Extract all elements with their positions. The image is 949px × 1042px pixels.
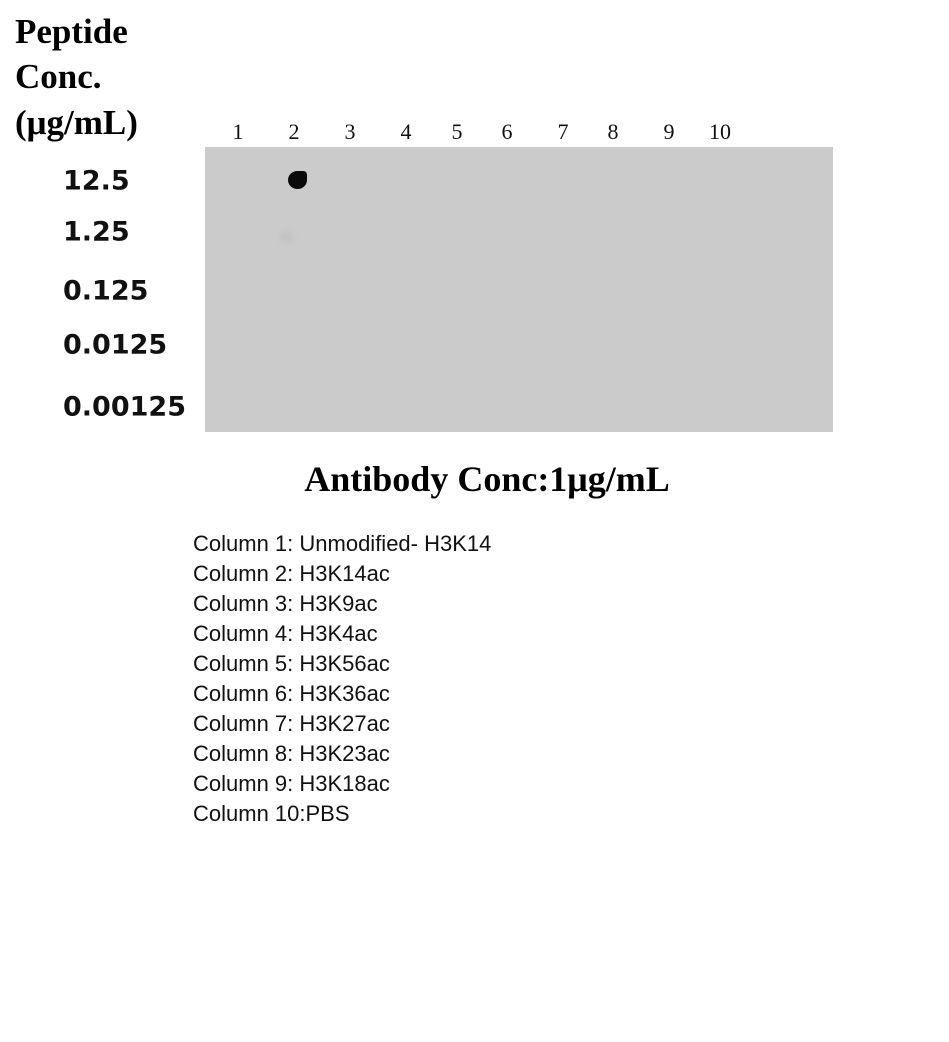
signal-dot [288,171,307,189]
antibody-concentration-title: Antibody Conc:1μg/mL [304,459,670,499]
legend-item: Column 8: H3K23ac [193,741,390,766]
row-label: 0.0125 [63,329,168,361]
header-line-1: Peptide [15,12,128,51]
legend-item: Column 4: H3K4ac [193,621,378,646]
column-label: 8 [607,119,619,144]
column-label: 1 [232,119,244,144]
column-label: 6 [501,119,513,144]
faint-signal-dot [279,231,293,243]
column-label: 2 [288,119,300,144]
row-label: 12.5 [63,165,130,197]
column-label: 3 [344,119,356,144]
column-legend: Column 1: Unmodified- H3K14 Column 2: H3… [193,529,491,829]
legend-item: Column 3: H3K9ac [193,591,378,616]
column-label: 5 [451,119,463,144]
row-label: 0.00125 [63,391,186,423]
column-label: 10 [709,119,731,144]
header-line-2: Conc. [15,57,102,96]
row-label: 1.25 [63,216,130,248]
column-label: 9 [663,119,675,144]
legend-item: Column 5: H3K56ac [193,651,390,676]
blot-membrane [205,147,833,432]
legend-item: Column 7: H3K27ac [193,711,390,736]
column-label: 7 [557,119,569,144]
column-label: 4 [400,119,412,144]
legend-item: Column 2: H3K14ac [193,561,390,586]
legend-item: Column 9: H3K18ac [193,771,390,796]
header-line-3: (μg/mL) [15,103,138,142]
legend-item: Column 10:PBS [193,801,350,826]
legend-item: Column 1: Unmodified- H3K14 [193,531,492,556]
legend-item: Column 6: H3K36ac [193,681,390,706]
row-label: 0.125 [63,275,149,307]
